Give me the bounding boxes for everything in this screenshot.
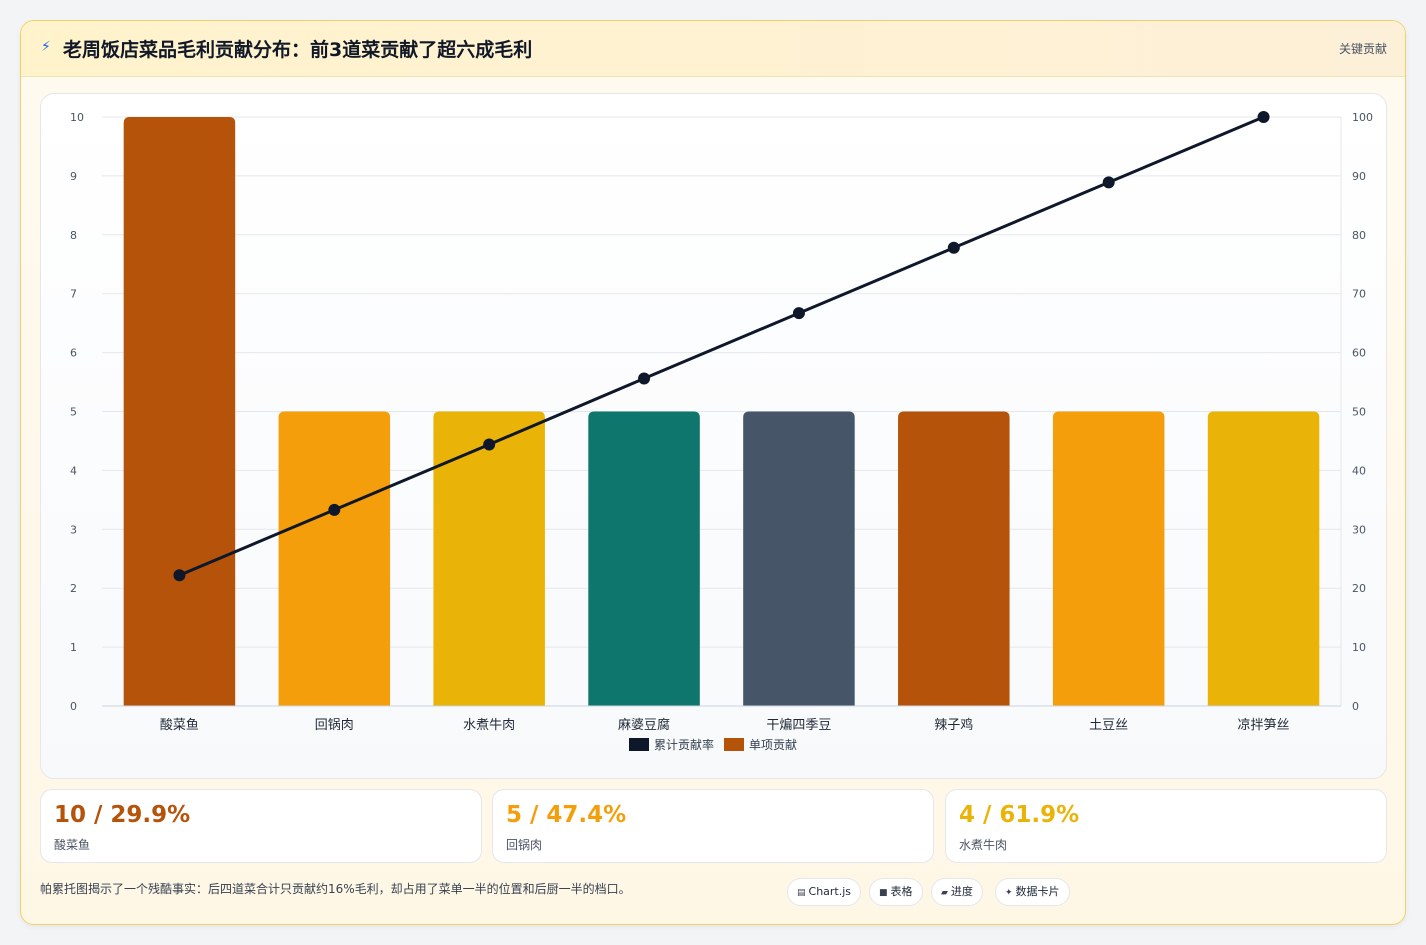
legend-label: 累计贡献率 — [654, 737, 714, 752]
x-tick-label: 凉拌笋丝 — [1238, 717, 1290, 733]
stat-card-2: 5 / 47.4% 回锅肉 — [492, 789, 934, 863]
line-point — [1102, 176, 1115, 189]
bar — [898, 411, 1010, 706]
chip-label: 表格 — [890, 885, 913, 898]
bar — [588, 411, 700, 706]
cumulative-line — [178, 115, 1265, 577]
table-icon: ■ — [879, 888, 888, 898]
y-left-tick-label: 8 — [70, 229, 77, 242]
line-point — [328, 503, 341, 516]
bar — [123, 117, 236, 706]
stat-label: 回锅肉 — [506, 838, 543, 852]
chip-chartjs[interactable]: ▤ Chart.js — [787, 878, 862, 906]
stat-card-3: 4 / 61.9% 水煮牛肉 — [945, 789, 1387, 863]
y-left-tick-label: 2 — [70, 582, 77, 595]
y-right-tick-label: 40 — [1352, 464, 1366, 477]
y-right-tick-label: 10 — [1352, 641, 1366, 654]
line-point — [483, 438, 496, 451]
chip-label: Chart.js — [808, 885, 852, 898]
x-tick-label: 回锅肉 — [315, 717, 354, 733]
chart-card: 0 1 2 3 4 5 6 7 8 9 10 0 10 20 30 40 50 60 70 80 90 100 酸菜鱼 回锅肉… — [40, 93, 1387, 779]
header-tag: 关键贡献 — [1338, 42, 1387, 56]
y-left-tick-label: 1 — [70, 641, 77, 654]
y-left-tick-label: 5 — [70, 406, 77, 419]
line-point — [638, 372, 651, 385]
y-right-tick-label: 100 — [1352, 111, 1373, 124]
y-right-tick-label: 60 — [1352, 347, 1366, 360]
stat-value: 5 / 47.4% — [506, 802, 627, 828]
stat-label: 水煮牛肉 — [959, 838, 1008, 852]
y-left-tick-label: 7 — [70, 288, 77, 301]
x-tick-label: 麻婆豆腐 — [618, 718, 670, 733]
y-left-tick-label: 9 — [70, 170, 77, 183]
chip-label: 数据卡片 — [1015, 885, 1060, 898]
stat-label: 酸菜鱼 — [54, 838, 91, 852]
y-left-tick-label: 4 — [70, 464, 77, 477]
x-tick-label: 水煮牛肉 — [463, 718, 515, 733]
legend-label: 单项贡献 — [749, 737, 797, 752]
dashboard-panel: ⚡ 老周饭店菜品毛利贡献分布：前3道菜贡献了超六成毛利 关键贡献 0 1 2 3 4 5 6… — [20, 20, 1406, 925]
x-tick-label: 辣子鸡 — [934, 717, 973, 733]
bar — [743, 411, 855, 706]
chart-icon: ▤ — [797, 888, 806, 898]
footnote: 帕累托图揭示了一个残酷事实：后四道菜合计只贡献约16%毛利，却占用了菜单一半的位… — [40, 882, 631, 896]
panel-header: ⚡ 老周饭店菜品毛利贡献分布：前3道菜贡献了超六成毛利 关键贡献 — [21, 21, 1405, 77]
stat-value: 4 / 61.9% — [959, 802, 1080, 828]
y-right-tick-label: 0 — [1352, 700, 1359, 713]
y-right-tick-label: 30 — [1352, 523, 1366, 536]
y-right-tick-label: 90 — [1352, 170, 1366, 183]
stat-card-1: 10 / 29.9% 酸菜鱼 — [40, 789, 482, 863]
y-left-tick-label: 6 — [70, 347, 77, 360]
page-title: 老周饭店菜品毛利贡献分布：前3道菜贡献了超六成毛利 — [63, 39, 533, 61]
bar — [1052, 411, 1165, 706]
stat-cards: 10 / 29.9% 酸菜鱼 5 / 47.4% 回锅肉 4 / 61.9% 水… — [40, 789, 1387, 863]
progress-icon: ▰ — [941, 888, 948, 898]
x-tick-label: 干煸四季豆 — [766, 718, 831, 733]
bar — [433, 411, 545, 706]
line-point — [792, 307, 805, 320]
legend-swatch — [629, 738, 649, 751]
y-left-tick-label: 3 — [70, 523, 77, 536]
y-right-tick-label: 50 — [1352, 406, 1366, 419]
legend-swatch — [724, 738, 744, 751]
line-point — [1257, 111, 1270, 123]
x-tick-label: 酸菜鱼 — [160, 717, 199, 733]
line-point — [173, 569, 186, 582]
y-right-tick-label: 20 — [1352, 582, 1366, 595]
line-point — [947, 241, 960, 254]
y-left-tick-label: 0 — [70, 700, 77, 713]
chip-progress[interactable]: ▰ 进度 — [931, 878, 983, 906]
x-tick-label: 土豆丝 — [1089, 718, 1128, 733]
bar — [1207, 411, 1320, 706]
y-right-tick-label: 80 — [1352, 229, 1366, 242]
bar — [278, 411, 391, 706]
chip-data-card[interactable]: ✦ 数据卡片 — [995, 878, 1070, 906]
y-right-tick-label: 70 — [1352, 288, 1366, 301]
stat-value: 10 / 29.9% — [54, 802, 191, 828]
card-icon: ✦ — [1005, 888, 1013, 898]
chip-table[interactable]: ■ 表格 — [869, 878, 923, 906]
chip-label: 进度 — [950, 885, 973, 898]
lightning-icon: ⚡ — [41, 39, 51, 55]
y-left-tick-label: 10 — [70, 111, 84, 124]
